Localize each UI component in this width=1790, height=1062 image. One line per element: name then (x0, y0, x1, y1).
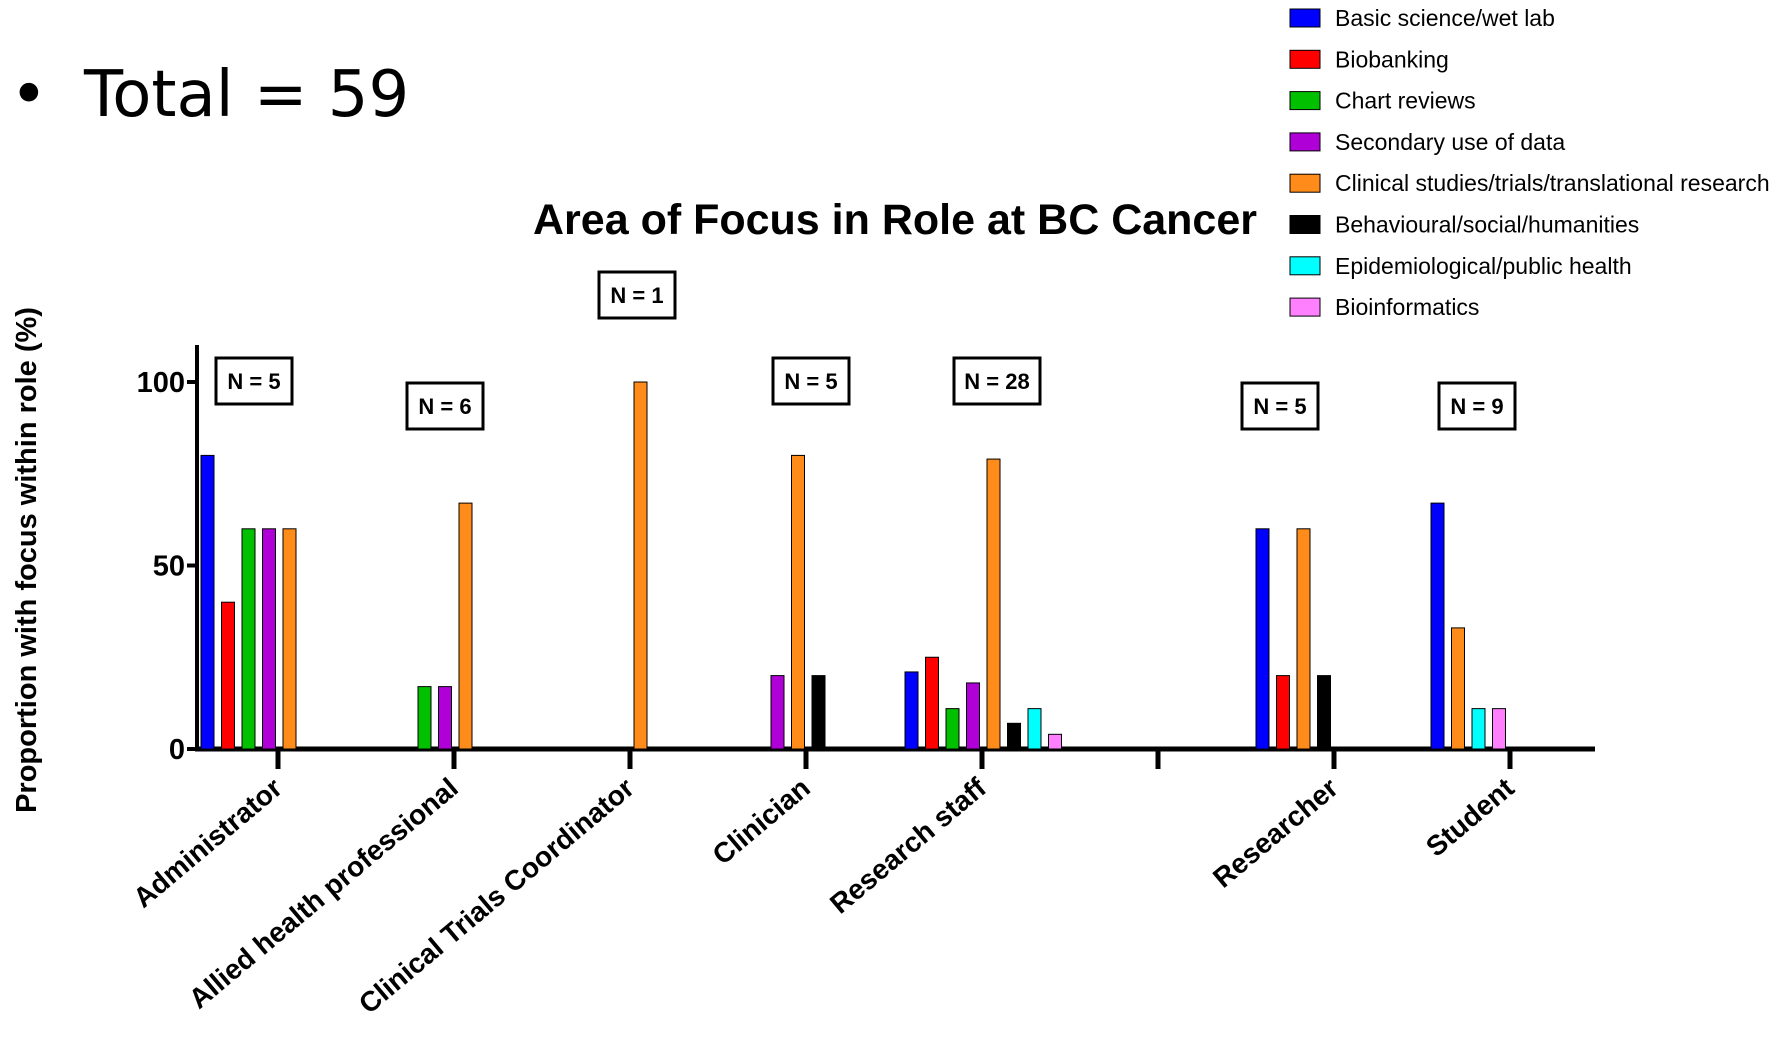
bar (1048, 733, 1062, 750)
legend-label: Chart reviews (1335, 88, 1476, 114)
bar (1471, 708, 1486, 750)
n-box (214, 356, 294, 406)
bar (221, 601, 235, 750)
n-label: N = 5 (1253, 394, 1306, 419)
legend-swatch (1289, 91, 1321, 111)
x-category-label: Researcher (1207, 772, 1344, 894)
bar (262, 528, 276, 750)
bar (438, 686, 452, 750)
bar (811, 675, 826, 750)
n-label: N = 6 (418, 394, 471, 419)
n-box (1240, 381, 1320, 431)
chart-title: Area of Focus in Role at BC Cancer (533, 196, 1257, 244)
n-box (771, 356, 851, 406)
bar (1317, 675, 1331, 750)
legend-swatch (1289, 297, 1321, 317)
n-label: N = 28 (964, 369, 1029, 394)
bar (770, 675, 785, 750)
bar (1296, 528, 1311, 750)
x-category-label: Clinical Trials Coordinator (353, 772, 640, 1020)
bar (791, 454, 805, 750)
x-category-label: Administrator (127, 772, 288, 914)
n-box (597, 270, 677, 320)
bar (986, 458, 1001, 750)
axes: 0 50 100 (137, 345, 1595, 769)
bullet-dot: • (10, 58, 48, 132)
n-label: N = 1 (610, 283, 663, 308)
n-label: N = 9 (1450, 394, 1503, 419)
y-tick-label: 0 (169, 734, 185, 766)
bar (966, 682, 980, 750)
bar (945, 708, 960, 750)
bar (1430, 502, 1445, 750)
legend-swatch (1289, 8, 1321, 28)
bar (417, 686, 432, 750)
total-text: Total = 59 (84, 58, 410, 132)
bar (1451, 627, 1465, 750)
legend: Basic science/wet lab Biobanking Chart rev… (1289, 5, 1770, 320)
bar (458, 502, 473, 750)
legend-label: Biobanking (1335, 46, 1449, 72)
legend-swatch (1289, 173, 1321, 193)
legend-swatch (1289, 256, 1321, 276)
bar (904, 671, 919, 750)
legend-label: Bioinformatics (1335, 294, 1479, 320)
x-category-label: Research staff (824, 771, 992, 919)
legend-swatch (1289, 49, 1321, 69)
bar (200, 454, 215, 750)
legend-label: Clinical studies/trials/translational re… (1335, 170, 1770, 196)
n-box (952, 356, 1042, 406)
total-bullet: • Total = 59 (10, 58, 409, 132)
legend-label: Secondary use of data (1335, 129, 1565, 155)
n-label: N = 5 (784, 369, 837, 394)
bar (241, 528, 256, 750)
legend-label: Behavioural/social/humanities (1335, 212, 1639, 238)
bars (200, 381, 1506, 750)
bar (1255, 528, 1270, 750)
y-tick-label: 50 (153, 551, 185, 583)
legend-label: Epidemiological/public health (1335, 253, 1632, 279)
bar (1492, 708, 1506, 750)
legend-swatch (1289, 215, 1321, 234)
bar (282, 528, 297, 750)
bar (1027, 708, 1042, 750)
x-category-label: Clinician (707, 772, 816, 871)
n-label: N = 5 (227, 369, 280, 394)
bar (1007, 722, 1021, 750)
x-category-label: Student (1420, 772, 1520, 863)
n-box (405, 381, 485, 431)
bar (1276, 675, 1290, 750)
legend-label: Basic science/wet lab (1335, 5, 1555, 31)
y-axis-label: Proportion with focus within role (%) (11, 307, 43, 813)
bar (633, 381, 648, 750)
bar (925, 656, 939, 750)
y-tick-label: 100 (137, 367, 185, 399)
n-box (1437, 381, 1517, 431)
n-boxes: N = 5 N = 6 N = 1 N = 5 N = 28 N = 5 N = 9 (214, 270, 1517, 431)
legend-swatch (1289, 132, 1321, 152)
